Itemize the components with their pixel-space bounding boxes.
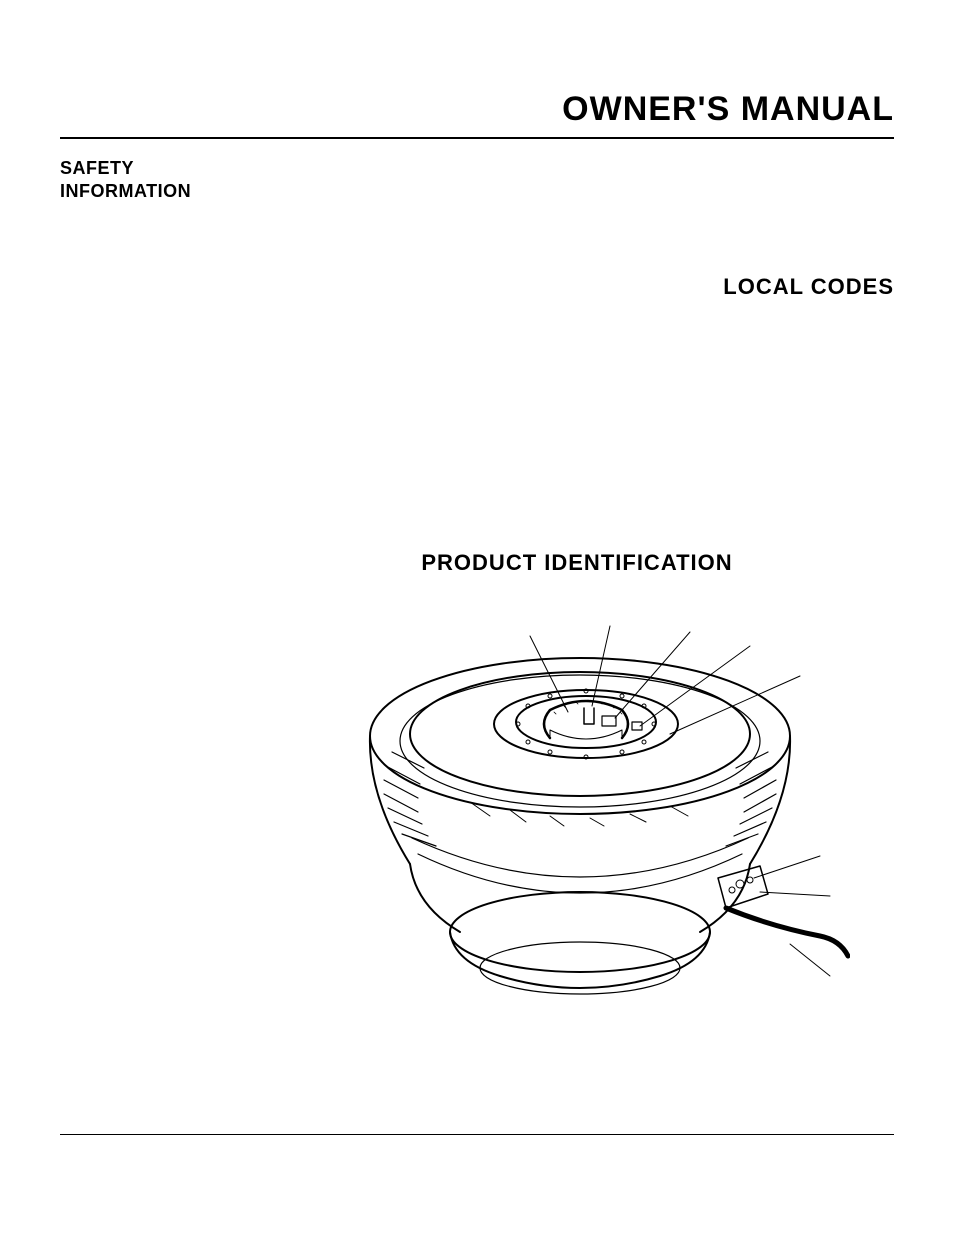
sidebar-section-heading: SAFETY INFORMATION <box>60 157 894 204</box>
product-diagram <box>350 606 850 1026</box>
footer-rule <box>60 1134 894 1135</box>
safety-line2: INFORMATION <box>60 180 894 203</box>
safety-line1: SAFETY <box>60 157 894 180</box>
product-identification-heading: PRODUCT IDENTIFICATION <box>260 550 894 576</box>
page-title: OWNER'S MANUAL <box>60 90 894 139</box>
local-codes-heading: LOCAL CODES <box>60 274 894 300</box>
